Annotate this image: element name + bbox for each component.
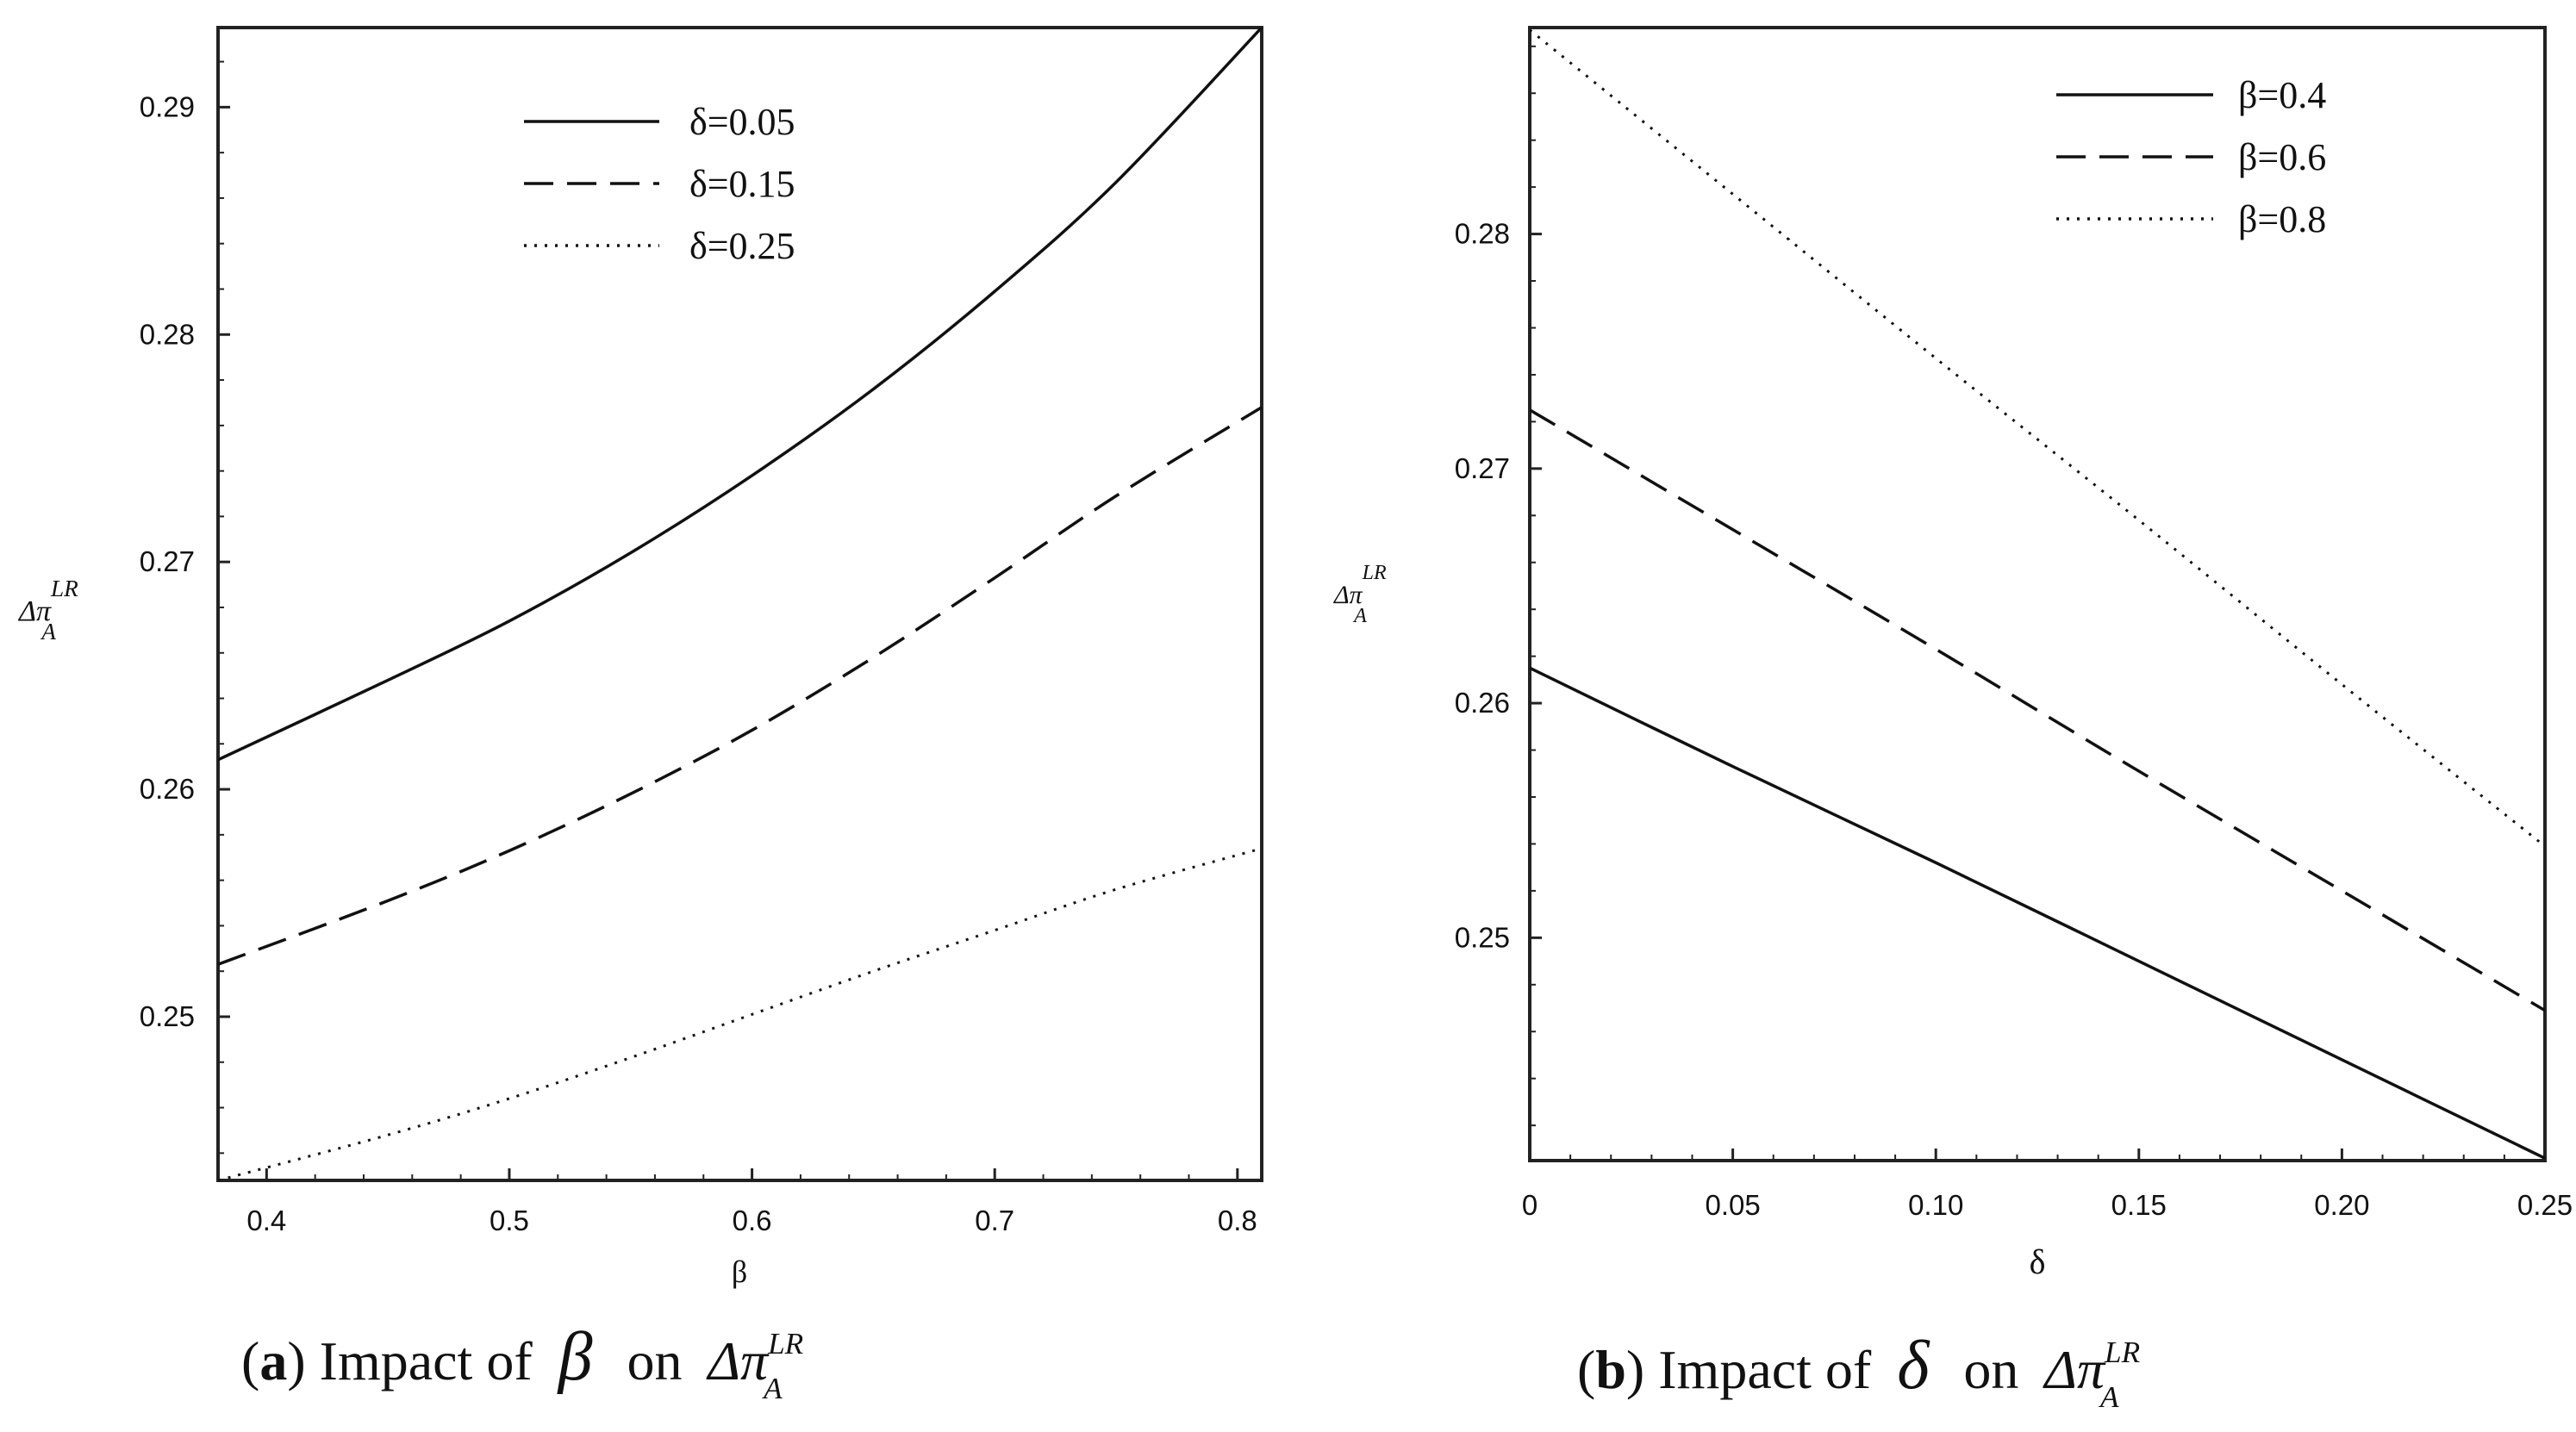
panel-b-x-tick-label: 0 xyxy=(1522,1189,1537,1221)
panel-b-caption-ylabel-main: Δπ xyxy=(2042,1339,2106,1400)
panel-b-x-tick-label: 0.05 xyxy=(1705,1189,1760,1221)
panel-a-x-tick-label: 0.4 xyxy=(246,1205,286,1236)
panel-a-series-line-dotted xyxy=(218,847,1262,1180)
panel-a-x-axis-label: β xyxy=(732,1255,747,1289)
panel-b-caption: (b) Impact of δ on ΔπLR A xyxy=(1577,1328,2140,1414)
panel-a-x-tick-label: 0.8 xyxy=(1218,1205,1257,1236)
panel-b-plot-frame xyxy=(1528,26,2547,1162)
panel-b-series-line-dotted xyxy=(1530,28,2545,848)
panel-b-y-axis-label: ΔπLR A xyxy=(1333,562,1387,627)
panel-a-y-tick-label: 0.27 xyxy=(140,545,195,577)
panel-a-x-tick-label: 0.6 xyxy=(733,1205,772,1236)
panel-a-y-tick-label: 0.26 xyxy=(140,773,195,805)
panel-a-y-tick-label: 0.25 xyxy=(140,1000,195,1032)
panel-b-caption-open: ( xyxy=(1577,1339,1595,1400)
panel-a-y-axis-label: ΔπLR A xyxy=(17,576,78,644)
panel-b-series-line-solid xyxy=(1530,666,2545,1160)
panel-a-caption-ylabel-sup: LR xyxy=(767,1327,803,1360)
panel-a-plot-frame xyxy=(216,26,1263,1182)
panel-b-caption-symbol: δ xyxy=(1897,1328,1930,1404)
panel-b-legend-label: β=0.8 xyxy=(2238,198,2326,240)
panel-b-x-tick-label: 0.15 xyxy=(2111,1189,2167,1221)
panel-b-y-tick-label: 0.28 xyxy=(1455,218,1510,250)
panel-a-caption-close: ) xyxy=(287,1330,319,1392)
panel-a-caption-symbol: β xyxy=(557,1319,593,1395)
panel-b-caption-label: b xyxy=(1595,1339,1626,1400)
panel-a-series-line-solid xyxy=(218,28,1262,762)
panel-b-legend-label: β=0.4 xyxy=(2238,74,2326,116)
panel-b-y-tick-label: 0.26 xyxy=(1455,687,1510,719)
panel-b-y-axis-label-sup: LR xyxy=(1362,562,1387,584)
panel-a-legend-label: δ=0.15 xyxy=(689,163,795,205)
panel-b-x-tick-label: 0.25 xyxy=(2517,1189,2573,1221)
panel-a-caption-label: a xyxy=(259,1330,287,1392)
panel-b-y-axis-label-main: Δπ xyxy=(1333,581,1363,609)
panel-b-caption-on: on xyxy=(1963,1339,2018,1400)
panel-a-legend-label: δ=0.25 xyxy=(689,225,795,267)
panel-b-caption-text: Impact of xyxy=(1658,1339,1872,1400)
panel-a-legend-label: δ=0.05 xyxy=(689,101,795,143)
panel-a-y-tick-label: 0.28 xyxy=(140,318,195,350)
panel-b-y-tick-label: 0.27 xyxy=(1455,452,1510,484)
panel-b-series-line-dashed xyxy=(1530,408,2545,1012)
panel-b-x-tick-label: 0.10 xyxy=(1908,1189,1963,1221)
panel-a-x-tick-label: 0.5 xyxy=(490,1205,529,1236)
panel-a-y-axis-label-sub: A xyxy=(40,619,56,644)
panel-a-y-tick-label: 0.29 xyxy=(140,90,195,122)
panel-a-caption-ylabel-sub: A xyxy=(762,1372,783,1405)
panel-a-caption-ylabel-main: Δπ xyxy=(705,1330,770,1392)
panel-b-y-axis-label-sub: A xyxy=(1352,605,1367,627)
panel-b-legend-label: β=0.6 xyxy=(2238,136,2326,178)
panel-a-caption-on: on xyxy=(627,1330,682,1392)
panel-a-y-axis-label-sup: LR xyxy=(50,576,78,601)
panel-a-caption-open: ( xyxy=(241,1330,259,1392)
panel-b-caption-ylabel-sub: A xyxy=(2099,1380,2119,1414)
panel-b-x-tick-label: 0.20 xyxy=(2314,1189,2369,1221)
panel-b-chart: 0.25 0.26 0.27 0.28 0 0.05 0.10 0.15 0.20 0.25 δ Δπ… xyxy=(1333,26,2573,1414)
panel-a-x-tick-label: 0.7 xyxy=(975,1205,1014,1236)
panel-a-caption: (a) Impact of β on ΔπLR A xyxy=(241,1319,803,1405)
panel-b-x-axis-label: δ xyxy=(2030,1242,2046,1281)
panel-b-caption-close: ) xyxy=(1626,1339,1658,1400)
panel-b-y-tick-label: 0.25 xyxy=(1455,921,1510,953)
panel-a-chart: 0.250.260.270.280.290.4 0.5 0.6 0.7 0.8βΔπLR… xyxy=(17,26,1263,1405)
panel-b-caption-ylabel-sup: LR xyxy=(2104,1335,2140,1369)
panel-a-y-axis-label-main: Δπ xyxy=(17,595,52,627)
panel-a-series-line-dashed xyxy=(218,406,1262,966)
panel-a-caption-text: Impact of xyxy=(320,1330,533,1392)
